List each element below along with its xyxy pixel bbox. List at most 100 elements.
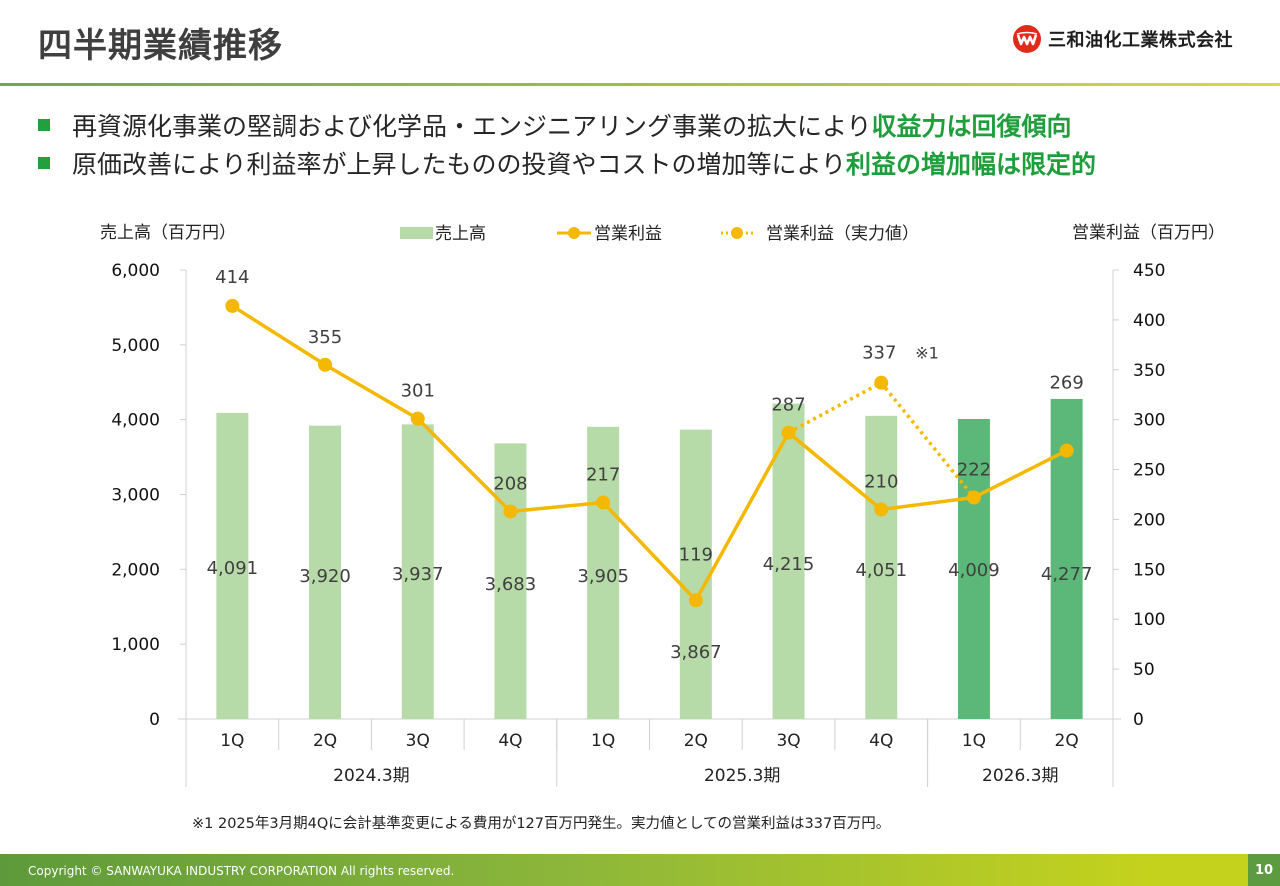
sales-bar-label: 4,091 [207,558,259,579]
bar-series [216,398,1083,719]
category-label: 3Q [776,731,800,751]
category-label: 2Q [313,731,337,751]
adjusted-profit-label: 337 [862,343,896,364]
category-label: 2Q [684,731,708,751]
left-tick-label: 5,000 [111,336,160,356]
sales-bar [772,403,805,719]
left-tick-label: 2,000 [111,560,160,580]
bar-data-labels: 4,091 3,920 3,937 3,683 3,905 3,867 4,215 4,051… [207,554,1093,663]
line-series [225,298,1074,608]
operating-profit-label: 414 [215,267,249,288]
sales-bar [494,443,527,719]
sales-bar [401,424,434,719]
operating-profit-line [231,304,1068,603]
group-label: 2026.3期 [982,766,1058,786]
category-label: 2Q [1055,731,1079,751]
legend-line-marker [568,227,580,239]
bullet-text: 再資源化事業の堅調および化学品・エンジニアリング事業の拡大により [72,112,872,141]
category-axis: 1Q 2Q 3Q 4Q 1Q 2Q 3Q 4Q 1Q 2Q 2024.3期 2025.3期 2026.3… [185,719,1114,787]
operating-profit-label: 355 [308,327,342,348]
right-tick-label: 250 [1133,461,1165,481]
right-tick-label: 100 [1133,610,1165,630]
operating-profit-marker [688,593,703,608]
operating-profit-marker [225,298,240,313]
sales-bar [679,429,712,719]
page-title: 四半期業績推移 [38,26,283,66]
right-tick-label: 350 [1133,361,1165,381]
sales-bar-label: 4,277 [1041,564,1093,585]
bullet-item: 原価改善により利益率が上昇したものの投資やコストの増加等により 利益の増加幅は限定… [38,144,1096,182]
sales-bar [587,426,620,719]
sales-bar [865,415,898,719]
right-tick-label: 400 [1133,311,1165,331]
footer-bar: Copyright © SANWAYUKA INDUSTRY CORPORATI… [0,854,1280,886]
right-tick-label: 300 [1133,411,1165,431]
sales-bar-label: 3,937 [392,564,444,585]
bullet-square-icon [38,157,50,169]
operating-profit-label: 269 [1049,373,1083,394]
sales-bar [216,412,249,719]
operating-profit-marker [318,357,333,372]
right-tick-label: 450 [1133,261,1165,281]
sales-bar-label: 4,009 [948,560,1000,581]
operating-profit-marker [874,502,889,517]
left-tick-label: 1,000 [111,635,160,655]
footnote: ※1 2025年3月期4Qに会計基準変更による費用が127百万円発生。実力値とし… [192,816,891,832]
bullet-item: 再資源化事業の堅調および化学品・エンジニアリング事業の拡大により 収益力は回復傾向 [38,106,1096,144]
operating-profit-label: 222 [957,459,991,480]
left-tick-label: 4,000 [111,411,160,431]
operating-profit-marker [1059,443,1074,458]
operating-profit-marker [410,411,425,426]
legend-dotted-marker [731,227,743,239]
left-tick-label: 6,000 [111,261,160,281]
left-tick-label: 0 [149,710,160,730]
legend-bar-swatch [400,227,433,239]
right-tick-label: 200 [1133,510,1165,530]
operating-profit-marker [503,504,518,519]
company-logo: 三和油化工業株式会社 [1012,24,1233,54]
chart-legend: 売上高 営業利益 営業利益（実力値） [400,224,919,244]
category-label: 3Q [406,731,430,751]
summary-bullets: 再資源化事業の堅調および化学品・エンジニアリング事業の拡大により 収益力は回復傾向… [38,106,1096,182]
operating-profit-label: 119 [679,544,713,565]
company-name: 三和油化工業株式会社 [1048,30,1233,51]
adjusted-profit-marker [874,375,889,390]
legend-label-sales: 売上高 [435,224,486,244]
company-logo-icon [1013,25,1041,53]
header-divider [0,83,1280,86]
copyright-text: Copyright © SANWAYUKA INDUSTRY CORPORATI… [28,864,455,878]
sales-bar [309,425,342,719]
operating-profit-label: 217 [586,464,620,485]
legend-label-adjusted-profit: 営業利益（実力値） [766,224,919,244]
footnote-marker: ※1 [915,344,939,363]
right-axis-title: 営業利益（百万円） [1072,223,1225,243]
bullet-highlight: 利益の増加幅は限定的 [846,150,1097,179]
operating-profit-marker [966,490,981,505]
bullet-square-icon [38,119,50,131]
right-tick-label: 50 [1133,660,1155,680]
group-label: 2024.3期 [333,766,409,786]
operating-profit-marker [596,495,611,510]
right-tick-label: 0 [1133,710,1144,730]
category-label: 1Q [962,731,986,751]
left-axis-title: 売上高（百万円） [100,223,236,243]
bullet-text: 原価改善により利益率が上昇したものの投資やコストの増加等により [72,150,847,179]
category-label: 4Q [498,731,522,751]
sales-bar-label: 3,905 [577,566,629,587]
right-tick-label: 150 [1133,560,1165,580]
category-label: 1Q [220,731,244,751]
sales-bar [957,418,990,719]
operating-profit-label: 287 [771,395,805,416]
left-tick-label: 3,000 [111,486,160,506]
bullet-highlight: 収益力は回復傾向 [871,112,1072,141]
sales-bar-label: 3,920 [299,566,351,587]
sales-bar-label: 4,215 [763,554,815,575]
category-label: 1Q [591,731,615,751]
page-number: 10 [1248,854,1280,886]
sales-bar-label: 3,867 [670,642,722,663]
operating-profit-marker [781,425,796,440]
operating-profit-label: 208 [493,473,527,494]
line-data-labels: 414 355 301 208 217 119 287 210 222 269 337 ※1 [215,267,1084,565]
sales-bar-label: 4,051 [855,560,907,581]
